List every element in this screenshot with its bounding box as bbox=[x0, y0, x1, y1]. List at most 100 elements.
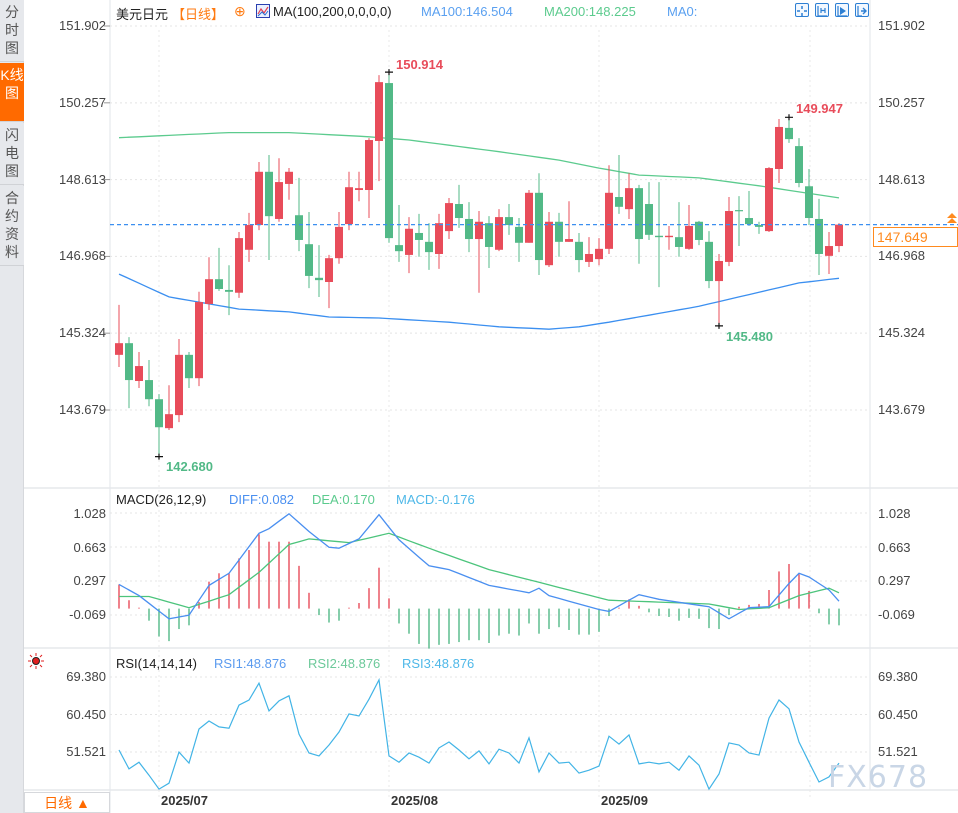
ma-indicator-label[interactable]: MA(100,200,0,0,0,0) bbox=[273, 4, 392, 19]
candle-body bbox=[245, 225, 253, 250]
candle bbox=[835, 223, 843, 253]
candle bbox=[425, 223, 433, 270]
macd-hist-value: MACD:-0.176 bbox=[396, 492, 475, 507]
period-label[interactable]: 【日线】 bbox=[172, 7, 225, 22]
recent-low-annotation: 145.480 bbox=[726, 329, 773, 344]
symbol-name: 美元日元 bbox=[116, 7, 169, 22]
price-axis-left-label: 151.902 bbox=[59, 18, 106, 33]
candle-body bbox=[365, 140, 373, 191]
candle-body bbox=[595, 248, 603, 260]
candle-body bbox=[525, 192, 533, 243]
candle-body bbox=[705, 241, 713, 282]
macd-diff-value: DIFF:0.082 bbox=[229, 492, 295, 507]
macd-axis-left-label: 1.028 bbox=[73, 506, 106, 521]
candle bbox=[165, 385, 173, 431]
candle bbox=[315, 245, 323, 297]
candle bbox=[245, 212, 253, 262]
candle-body bbox=[695, 221, 703, 240]
candle bbox=[775, 119, 783, 184]
macd-axis-right-label: 0.663 bbox=[878, 540, 911, 555]
candle-body bbox=[155, 399, 163, 428]
candle-body bbox=[675, 237, 683, 247]
candle-body bbox=[795, 146, 803, 184]
candle-body bbox=[415, 232, 423, 240]
rsi-axis-right-label: 60.450 bbox=[878, 707, 918, 722]
candle bbox=[545, 211, 553, 268]
candle-body bbox=[645, 204, 653, 235]
candle-body bbox=[465, 218, 473, 240]
candle-body bbox=[755, 225, 763, 227]
ma0-value: MA0: bbox=[667, 4, 698, 19]
extreme-marker bbox=[155, 453, 163, 460]
candle-body bbox=[375, 82, 383, 141]
price-axis-right-label: 151.902 bbox=[878, 18, 925, 33]
rsi-pane bbox=[118, 677, 840, 791]
candle-body bbox=[615, 197, 623, 207]
candle bbox=[495, 209, 503, 252]
candle bbox=[185, 352, 193, 389]
extreme-marker bbox=[385, 69, 393, 76]
rsi-line bbox=[118, 677, 840, 791]
rsi-axis-left-label: 69.380 bbox=[66, 669, 106, 684]
candle bbox=[195, 291, 203, 387]
candle-body bbox=[785, 127, 793, 140]
rsi2-value: RSI2:48.876 bbox=[308, 656, 381, 671]
candle bbox=[815, 198, 823, 275]
indicator-settings-icon[interactable] bbox=[28, 653, 44, 669]
extreme-marker bbox=[715, 322, 723, 329]
candle-body bbox=[605, 192, 613, 249]
candle bbox=[275, 158, 283, 222]
candle bbox=[145, 359, 153, 407]
candle-body bbox=[635, 188, 643, 240]
candle-body bbox=[495, 217, 503, 250]
scroll-to-latest-icon[interactable] bbox=[946, 212, 958, 224]
price-axis-right-label: 148.613 bbox=[878, 172, 925, 187]
period-selector-button[interactable]: 日线 ▲ bbox=[24, 792, 110, 813]
rsi-title[interactable]: RSI(14,14,14) bbox=[116, 656, 197, 671]
play-icon[interactable] bbox=[835, 3, 849, 17]
candle bbox=[585, 237, 593, 268]
candle-body bbox=[555, 221, 563, 242]
add-indicator-icon[interactable]: ⊕ bbox=[234, 3, 246, 19]
candle bbox=[485, 216, 493, 268]
crosshair-icon[interactable] bbox=[795, 3, 809, 17]
candle bbox=[235, 232, 243, 298]
range-select-icon[interactable] bbox=[815, 3, 829, 17]
candle-body bbox=[115, 343, 123, 355]
indicator-chart-icon[interactable] bbox=[256, 4, 270, 18]
candle-body bbox=[265, 171, 273, 217]
price-axis-left-label: 145.324 bbox=[59, 325, 106, 340]
candle bbox=[385, 72, 393, 243]
macd-title[interactable]: MACD(26,12,9) bbox=[116, 492, 207, 507]
candle bbox=[675, 202, 683, 257]
tab-contract-info[interactable]: 合约资料 bbox=[0, 186, 24, 266]
candle-body bbox=[455, 204, 463, 219]
tab-kline[interactable]: K线图 bbox=[0, 63, 24, 122]
candle bbox=[685, 204, 693, 250]
ma100-value: MA100:146.504 bbox=[421, 4, 513, 19]
rsi3-value: RSI3:48.876 bbox=[402, 656, 475, 671]
candle-body bbox=[405, 228, 413, 255]
macd-axis-right-label: 1.028 bbox=[878, 506, 911, 521]
candle-body bbox=[545, 221, 553, 266]
candle bbox=[465, 202, 473, 253]
high-annotation: 150.914 bbox=[396, 57, 443, 72]
candle bbox=[665, 225, 673, 250]
candle-body bbox=[225, 289, 233, 292]
candle bbox=[135, 352, 143, 389]
tab-flash-chart[interactable]: 闪电图 bbox=[0, 123, 24, 185]
ma200-value: MA200:148.225 bbox=[544, 4, 636, 19]
tab-timeshare[interactable]: 分时图 bbox=[0, 0, 24, 62]
exit-icon[interactable] bbox=[855, 3, 869, 17]
sidebar: 分时图 K线图 闪电图 合约资料 bbox=[0, 0, 24, 813]
candle-body bbox=[535, 192, 543, 261]
candle bbox=[285, 168, 293, 200]
candle bbox=[255, 161, 263, 231]
candle-body bbox=[765, 168, 773, 232]
candle-body bbox=[125, 343, 133, 381]
candle-body bbox=[275, 182, 283, 219]
price-axis-right-label: 145.324 bbox=[878, 325, 925, 340]
candle-body bbox=[805, 186, 813, 219]
candle bbox=[645, 182, 653, 240]
